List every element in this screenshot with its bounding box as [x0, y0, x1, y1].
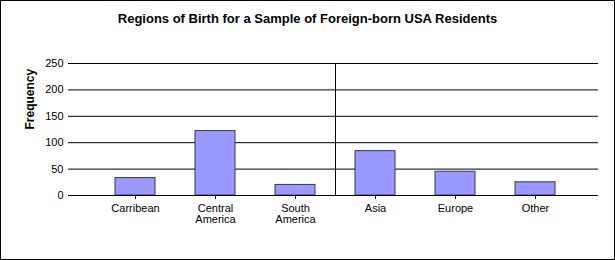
svg-text:250: 250 [45, 57, 63, 69]
svg-text:CentralAmerica: CentralAmerica [195, 202, 236, 225]
svg-text:Other: Other [522, 202, 550, 214]
svg-text:50: 50 [51, 163, 63, 175]
svg-text:0: 0 [57, 189, 63, 201]
svg-text:150: 150 [45, 110, 63, 122]
html-text:Regions of Birth for a Sample: Regions of Birth for a Sample of Foreign… [117, 11, 498, 26]
svg-text:Frequency: Frequency [23, 68, 37, 129]
svg-text:Europe: Europe [438, 202, 473, 214]
svg-text:Carribean: Carribean [111, 202, 159, 214]
svg-text:200: 200 [45, 83, 63, 95]
svg-text:SouthAmerica: SouthAmerica [275, 202, 316, 225]
svg-text:100: 100 [45, 136, 63, 148]
svg-text:Asia: Asia [365, 202, 387, 214]
